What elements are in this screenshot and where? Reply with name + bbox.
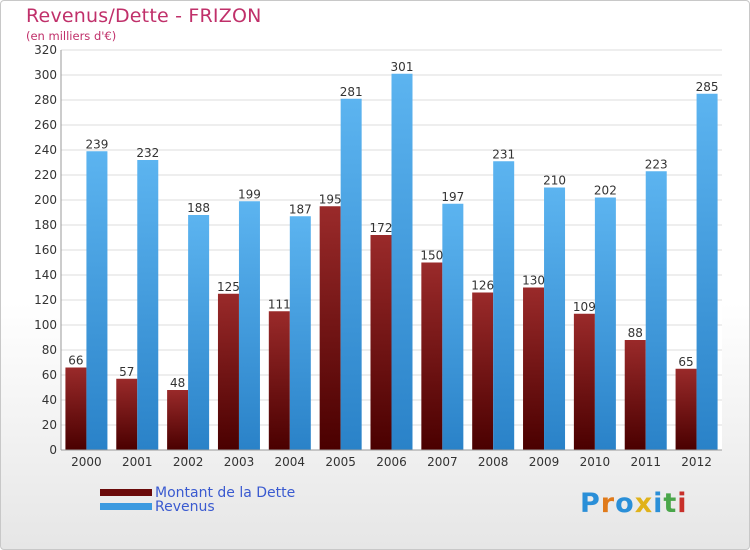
y-tick-label: 0	[49, 443, 57, 457]
x-tick-label: 2006	[376, 455, 407, 469]
data-label-revenue-2001: 232	[136, 146, 159, 160]
data-label-revenue-2011: 223	[645, 157, 668, 171]
data-label-revenue-2012: 285	[696, 80, 719, 94]
logo-letter: o	[615, 488, 635, 519]
x-tick-label: 2000	[71, 455, 102, 469]
y-tick-label: 80	[42, 343, 57, 357]
x-tick-label: 2005	[325, 455, 356, 469]
x-tick-label: 2002	[173, 455, 204, 469]
bar-debt-2003	[217, 293, 239, 450]
bar-debt-2010	[573, 313, 595, 450]
data-label-debt-2001: 57	[119, 365, 134, 379]
logo-letter: i	[677, 488, 688, 519]
x-tick-label: 2012	[681, 455, 712, 469]
bar-debt-2005	[319, 206, 341, 450]
x-tick-label: 2009	[529, 455, 560, 469]
y-tick-label: 300	[34, 68, 57, 82]
bar-revenue-2002	[188, 215, 210, 450]
x-tick-label: 2004	[275, 455, 306, 469]
bar-debt-2001	[116, 378, 138, 450]
data-label-debt-2005: 195	[319, 192, 342, 206]
y-tick-label: 280	[34, 93, 57, 107]
data-label-debt-2000: 66	[68, 354, 83, 368]
y-tick-label: 240	[34, 143, 57, 157]
legend-swatch-debt	[100, 489, 152, 496]
y-tick-label: 120	[34, 293, 57, 307]
data-label-debt-2011: 88	[628, 326, 643, 340]
bar-debt-2002	[167, 390, 189, 450]
bar-revenue-2012	[696, 93, 718, 450]
bar-revenue-2006	[391, 73, 413, 450]
chart-title: Revenus/Dette - FRIZON	[26, 5, 262, 27]
bar-revenue-2007	[442, 203, 464, 450]
data-label-revenue-2004: 187	[289, 202, 312, 216]
proxiti-logo: Proxiti	[580, 488, 688, 519]
logo-letter: P	[580, 488, 601, 519]
y-tick-label: 140	[34, 268, 57, 282]
data-label-debt-2009: 130	[522, 274, 545, 288]
data-label-revenue-2005: 281	[340, 85, 363, 99]
bar-revenue-2000	[86, 151, 108, 450]
logo-letter: t	[663, 488, 678, 519]
y-tick-label: 60	[42, 368, 57, 382]
bar-revenue-2011	[645, 171, 667, 450]
legend-label-revenue: Revenus	[155, 499, 215, 515]
data-label-revenue-2009: 210	[543, 174, 566, 188]
x-tick-label: 2007	[427, 455, 458, 469]
bar-revenue-2001	[137, 160, 159, 450]
y-tick-label: 320	[34, 43, 57, 57]
y-tick-label: 220	[34, 168, 57, 182]
data-label-debt-2008: 126	[471, 279, 494, 293]
bar-debt-2006	[370, 235, 392, 450]
y-tick-label: 100	[34, 318, 57, 332]
legend-label-debt: Montant de la Dette	[155, 485, 296, 501]
data-label-revenue-2002: 188	[187, 201, 210, 215]
logo-letter: x	[634, 488, 654, 519]
x-tick-label: 2008	[478, 455, 509, 469]
y-tick-label: 40	[42, 393, 57, 407]
data-label-revenue-2003: 199	[238, 187, 261, 201]
logo-letter: r	[600, 488, 616, 519]
chart-subtitle: (en milliers d'€)	[26, 29, 117, 43]
bar-debt-2000	[65, 367, 87, 450]
y-tick-label: 260	[34, 118, 57, 132]
x-tick-label: 2001	[122, 455, 153, 469]
bar-revenue-2010	[594, 197, 616, 450]
data-label-debt-2012: 65	[678, 355, 693, 369]
bar-debt-2008	[472, 292, 494, 450]
data-label-revenue-2006: 301	[391, 60, 414, 74]
bar-revenue-2008	[493, 161, 515, 450]
data-label-revenue-2007: 197	[441, 190, 464, 204]
bar-debt-2009	[523, 287, 545, 450]
logo-letter: i	[653, 488, 664, 519]
bar-revenue-2005	[340, 98, 362, 450]
data-label-debt-2002: 48	[170, 376, 185, 390]
data-label-debt-2006: 172	[370, 221, 393, 235]
y-tick-label: 200	[34, 193, 57, 207]
bar-debt-2012	[675, 368, 697, 450]
data-label-debt-2004: 111	[268, 297, 291, 311]
data-label-debt-2007: 150	[420, 249, 443, 263]
data-label-debt-2010: 109	[573, 300, 596, 314]
bar-revenue-2004	[289, 216, 311, 450]
data-label-debt-2003: 125	[217, 280, 240, 294]
y-tick-label: 160	[34, 243, 57, 257]
x-tick-label: 2011	[630, 455, 661, 469]
bar-revenue-2003	[238, 201, 260, 450]
y-tick-label: 20	[42, 418, 57, 432]
y-tick-label: 180	[34, 218, 57, 232]
x-tick-label: 2003	[224, 455, 255, 469]
data-label-revenue-2008: 231	[492, 147, 515, 161]
bar-revenue-2009	[544, 187, 566, 450]
bar-debt-2007	[421, 262, 443, 450]
x-tick-label: 2010	[580, 455, 611, 469]
bar-debt-2011	[624, 340, 646, 450]
data-label-revenue-2000: 239	[85, 137, 108, 151]
bar-debt-2004	[268, 311, 290, 450]
legend-swatch-revenue	[100, 503, 152, 510]
data-label-revenue-2010: 202	[594, 184, 617, 198]
